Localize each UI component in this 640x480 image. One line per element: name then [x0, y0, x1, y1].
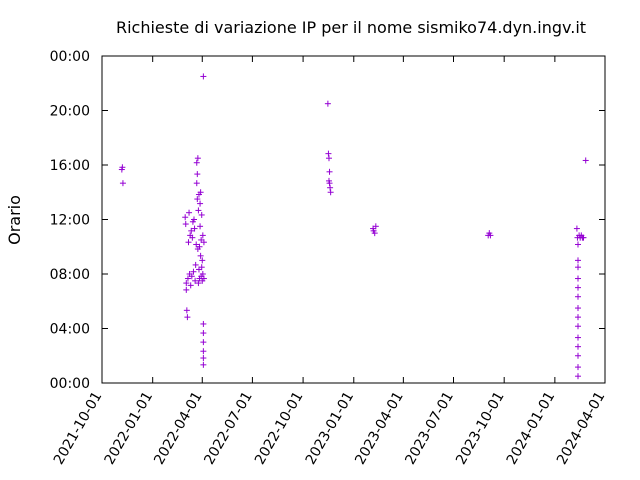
data-point — [183, 286, 190, 293]
data-point — [182, 221, 189, 228]
data-point — [325, 155, 332, 162]
data-point — [119, 164, 126, 171]
data-point — [196, 243, 203, 250]
data-point — [183, 307, 190, 314]
y-axis-label: Orario — [5, 195, 24, 245]
data-point — [193, 241, 200, 248]
data-point — [575, 305, 582, 312]
x-tick-label: 2024-01-01 — [504, 389, 559, 467]
axis-ticks: 00:0004:0008:0012:0016:0020:0000:002021-… — [50, 49, 609, 467]
data-point — [195, 280, 202, 287]
data-point — [183, 280, 190, 287]
data-point — [200, 275, 207, 282]
y-tick-label: 16:00 — [50, 158, 90, 174]
y-tick-label: 04:00 — [50, 322, 90, 338]
data-point — [191, 216, 198, 223]
x-tick-label: 2022-04-01 — [151, 389, 206, 467]
x-tick-label: 2023-01-01 — [303, 389, 358, 467]
data-point — [184, 314, 191, 321]
data-point — [200, 348, 207, 355]
data-point — [194, 196, 201, 203]
data-point — [487, 232, 494, 239]
data-point — [199, 271, 206, 277]
data-point — [575, 352, 582, 359]
data-point — [575, 257, 582, 264]
data-point — [188, 227, 195, 234]
data-point — [200, 73, 207, 80]
chart-title: Richieste di variazione IP per il nome s… — [116, 18, 586, 37]
plot-frame — [101, 55, 606, 384]
data-point — [200, 361, 207, 368]
x-tick-label: 2023-10-01 — [453, 389, 508, 467]
data-points — [118, 73, 589, 380]
y-tick-label: 12:00 — [50, 213, 90, 229]
data-point — [575, 343, 582, 350]
data-point — [327, 184, 334, 191]
data-point — [193, 180, 200, 187]
data-point — [195, 207, 202, 214]
data-point — [575, 275, 582, 282]
data-point — [184, 275, 191, 282]
data-point — [192, 277, 199, 284]
data-point — [200, 355, 207, 362]
data-point — [573, 225, 580, 232]
data-point — [575, 284, 582, 291]
data-point — [200, 320, 207, 327]
x-tick-label: 2022-10-01 — [252, 389, 307, 467]
data-point — [190, 268, 197, 275]
data-point — [199, 232, 206, 239]
data-point — [575, 364, 582, 371]
data-point — [575, 293, 582, 300]
data-point — [189, 234, 196, 241]
data-point — [324, 100, 331, 107]
data-point — [372, 223, 379, 230]
x-tick-label: 2021-10-01 — [51, 389, 106, 467]
data-point — [186, 209, 193, 216]
data-point — [200, 330, 207, 337]
data-point — [192, 261, 199, 268]
data-point — [188, 273, 195, 280]
y-tick-label: 00:00 — [50, 49, 90, 65]
data-point — [187, 282, 194, 289]
data-point — [575, 264, 582, 271]
data-point — [327, 189, 334, 196]
data-point — [582, 157, 589, 164]
x-tick-label: 2024-04-01 — [554, 389, 609, 467]
data-point — [119, 180, 126, 187]
data-point — [193, 159, 200, 166]
y-tick-label: 08:00 — [50, 267, 90, 283]
x-tick-label: 2023-04-01 — [352, 389, 407, 467]
y-tick-label: 20:00 — [50, 104, 90, 120]
data-point — [325, 177, 332, 184]
data-point — [197, 252, 204, 259]
data-point — [182, 214, 189, 221]
x-tick-label: 2023-07-01 — [402, 389, 457, 467]
data-point — [371, 230, 378, 237]
data-point — [580, 234, 587, 241]
data-point — [198, 211, 205, 218]
data-point — [200, 239, 207, 246]
x-tick-label: 2022-07-01 — [201, 389, 256, 467]
data-point — [200, 339, 207, 346]
data-point — [194, 171, 201, 178]
x-tick-label: 2022-01-01 — [102, 389, 157, 467]
data-point — [197, 189, 204, 196]
data-point — [575, 241, 582, 248]
data-point — [575, 373, 582, 380]
data-point — [575, 314, 582, 321]
data-point — [198, 264, 205, 271]
data-point — [199, 257, 206, 264]
data-point — [194, 155, 201, 162]
data-point — [575, 323, 582, 330]
data-point — [197, 200, 204, 207]
data-point — [191, 225, 198, 232]
y-tick-label: 00:00 — [50, 376, 90, 392]
data-point — [575, 334, 582, 341]
data-point — [185, 239, 192, 246]
data-point — [326, 168, 333, 175]
data-point — [197, 223, 204, 230]
data-point — [325, 150, 332, 157]
